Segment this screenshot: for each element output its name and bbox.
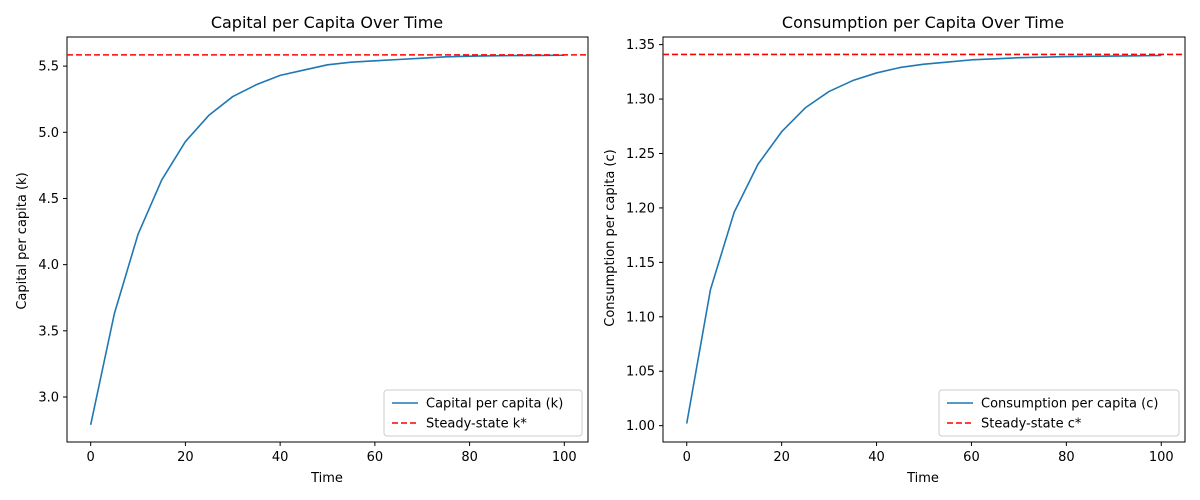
y-tick-label: 4.5: [38, 192, 59, 207]
series-line: [685, 54, 1162, 424]
y-axis-label: Capital per capita (k): [15, 172, 30, 309]
x-axis-label: Time: [906, 471, 939, 486]
y-tick-label: 1.35: [626, 38, 655, 53]
legend-box: [938, 389, 1180, 437]
legend-label: Capital per capita (k): [426, 397, 563, 412]
y-tick-label: 1.15: [626, 256, 655, 271]
y-axis-label: Consumption per capita (c): [603, 149, 618, 326]
legend-label: Steady-state k*: [426, 417, 527, 432]
y-tick-label: 1.10: [626, 310, 655, 325]
legend-label: Steady-state c*: [981, 417, 1082, 432]
y-tick-label: 1.20: [626, 201, 655, 216]
y-tick-label: 1.00: [626, 419, 655, 434]
chart-title: Capital per Capita Over Time: [211, 13, 443, 32]
x-tick-label: 40: [272, 450, 289, 465]
x-tick-label: 40: [868, 450, 885, 465]
consumption-chart: Consumption per Capita Over Time Time Co…: [603, 13, 1186, 486]
y-tick-label: 5.0: [38, 126, 59, 141]
x-tick-label: 100: [1149, 450, 1174, 465]
series-line: [89, 54, 565, 425]
legend-box: [383, 389, 583, 437]
capital-chart: Capital per Capita Over Time Time Capita…: [15, 13, 589, 486]
x-tick-label: 20: [177, 450, 194, 465]
legend-label: Consumption per capita (c): [981, 397, 1158, 412]
x-tick-label: 80: [1058, 450, 1075, 465]
chart-title: Consumption per Capita Over Time: [782, 13, 1064, 32]
x-tick-label: 20: [773, 450, 790, 465]
x-tick-label: 0: [87, 450, 95, 465]
legend: Capital per capita (k) Steady-state k*: [383, 389, 583, 437]
x-tick-label: 60: [963, 450, 980, 465]
y-tick-label: 3.0: [38, 391, 59, 406]
x-tick-label: 0: [683, 450, 691, 465]
y-tick-label: 1.05: [626, 365, 655, 380]
y-tick-label: 1.25: [626, 147, 655, 162]
x-axis-label: Time: [310, 471, 343, 486]
plot-area-frame: [662, 36, 1186, 443]
y-tick-label: 4.0: [38, 258, 59, 273]
y-tick-label: 1.30: [626, 93, 655, 108]
x-tick-label: 100: [552, 450, 577, 465]
legend: Consumption per capita (c) Steady-state c…: [938, 389, 1180, 437]
y-tick-label: 3.5: [38, 324, 59, 339]
plot-area-frame: [66, 36, 589, 443]
y-tick-label: 5.5: [38, 60, 59, 75]
x-tick-label: 60: [367, 450, 384, 465]
x-tick-label: 80: [461, 450, 478, 465]
